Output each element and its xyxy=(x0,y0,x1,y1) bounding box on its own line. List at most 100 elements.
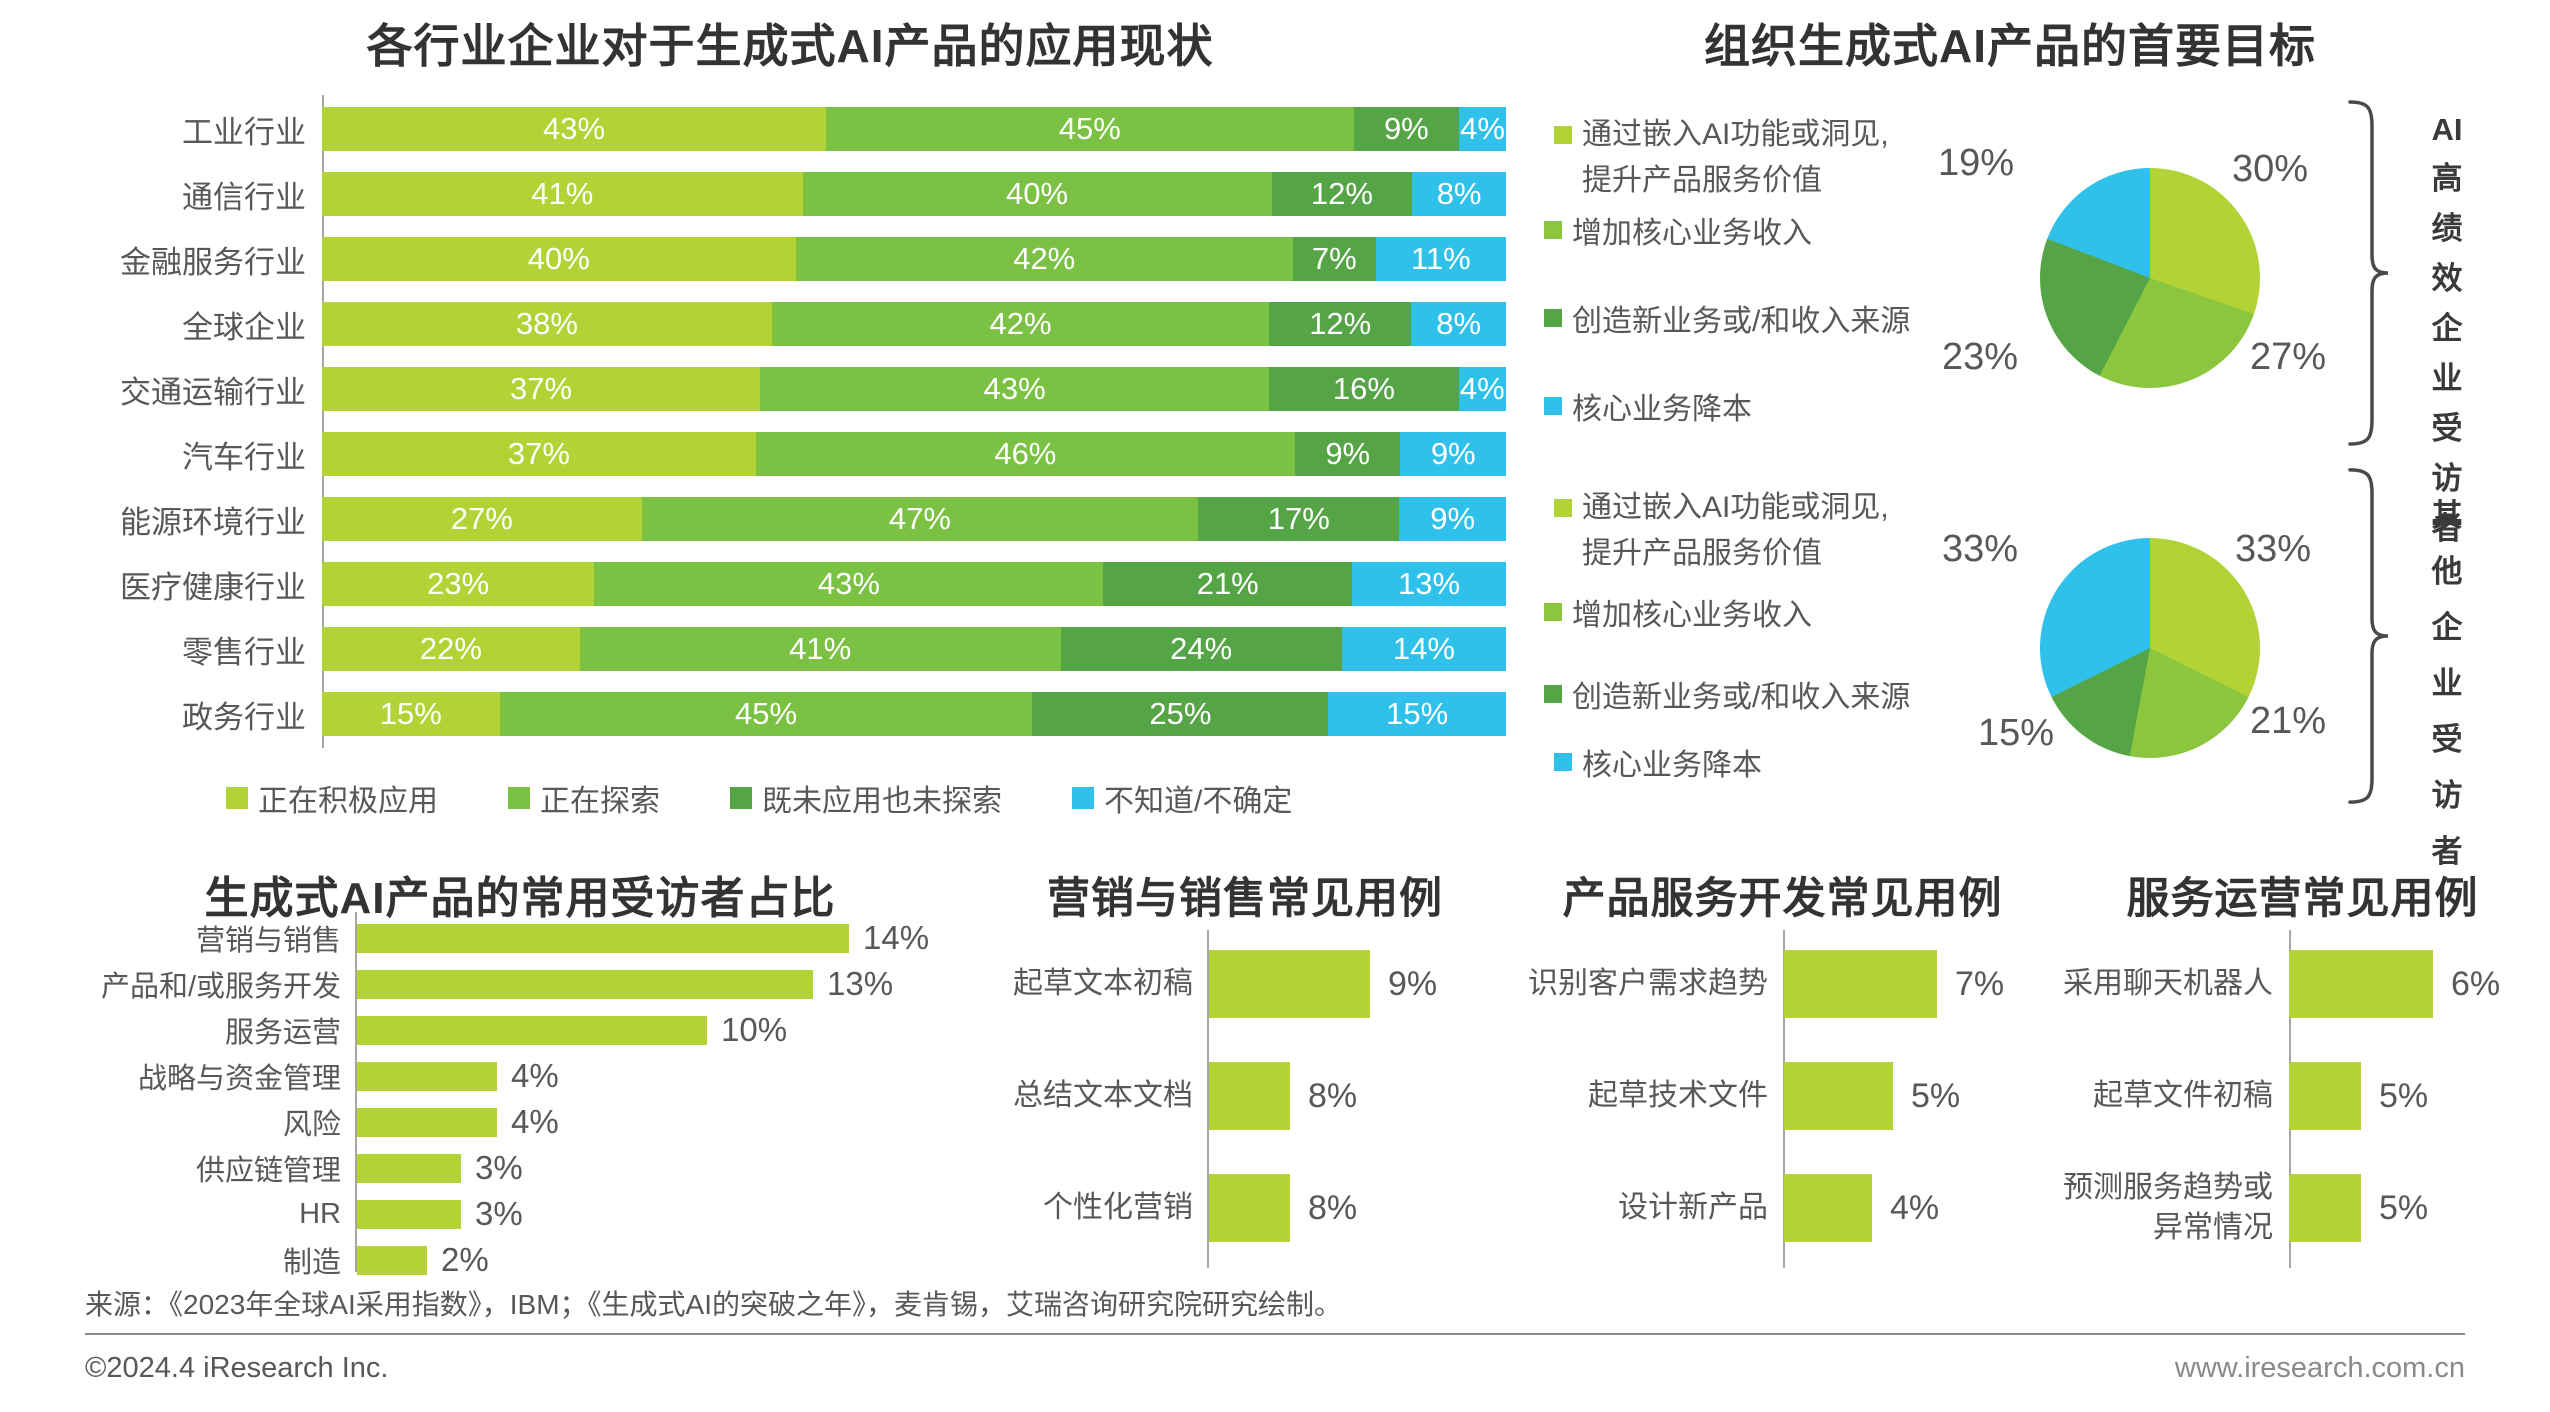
pie-legend2-item1-highlight: 通过嵌入AI功能或洞见, 提升产品服务价值 xyxy=(1540,473,1964,589)
pie-legend-item: 核心业务降本 xyxy=(1544,384,1752,428)
pie-slice-label: 15% xyxy=(1978,712,2055,754)
industry-label: 政务行业 xyxy=(182,699,306,735)
website-url: www.iresearch.com.cn xyxy=(2174,1352,2465,1384)
bar xyxy=(357,969,813,999)
vertical-label-char: 企 xyxy=(2431,311,2463,346)
stacked-bar: 38% 42% 12% 8% xyxy=(322,302,1506,346)
bar-row: 识别客户需求趋势 7% xyxy=(1500,928,2004,1040)
legend-item: 正在探索 xyxy=(508,776,660,820)
pie-high-performers xyxy=(2040,168,2260,388)
pie-legend-item: 增加核心业务收入 xyxy=(1544,590,1812,634)
bar-segment: 9% xyxy=(1399,497,1506,541)
bar-segment: 43% xyxy=(760,367,1270,411)
bar-segment: 9% xyxy=(1294,432,1401,476)
vertical-label-char: 受 xyxy=(2431,722,2463,757)
bar-value-label: 14% xyxy=(863,919,930,956)
bar-category-label: HR xyxy=(299,1197,341,1230)
legend-swatch-lightgreen xyxy=(1554,126,1572,144)
pie-legend-item: 增加核心业务收入 xyxy=(1544,208,1812,252)
bar-segment: 4% xyxy=(1459,107,1506,151)
vertical-label-char: 高 xyxy=(2431,161,2463,196)
pie-legend-item4-label: 核心业务降本 xyxy=(1582,749,1762,782)
bar-row: 总结文本文档 8% xyxy=(995,1040,1437,1152)
vertical-label-char: 其 xyxy=(2431,498,2463,533)
bar-category-label: 战略与资金管理 xyxy=(137,1063,341,1095)
bar-row: 产品和/或服务开发 13% xyxy=(70,961,929,1007)
bar-segment: 25% xyxy=(1032,692,1329,736)
vertical-label-char: AI xyxy=(2431,112,2463,147)
group-label-other-enterprises: 其他企业受访者 xyxy=(2424,490,2470,871)
legend-swatch-cyan xyxy=(1554,753,1572,771)
product-usecases-chart: 识别客户需求趋势 7% 起草技术文件 5% 设计新产品 4% xyxy=(1500,928,2004,1264)
vertical-label-char: 业 xyxy=(2431,361,2463,396)
pie-slice-label: 33% xyxy=(1942,528,2019,570)
copyright: ©2024.4 iResearch Inc. xyxy=(85,1352,389,1384)
industry-label: 零售行业 xyxy=(182,634,306,670)
industry-label: 通信行业 xyxy=(182,179,306,215)
stacked-bar-row: 能源环境行业 27% 47% 17% 9% xyxy=(60,497,1506,541)
bar xyxy=(357,1107,497,1137)
pie-legend-item2-label: 增加核心业务收入 xyxy=(1572,599,1812,632)
legend-label: 正在积极应用 xyxy=(258,785,438,818)
bar-value-label: 3% xyxy=(475,1149,523,1186)
bar-category-label: 起草文本初稿 xyxy=(1013,967,1193,1000)
stacked-bar-row: 汽车行业 37% 46% 9% 9% xyxy=(60,432,1506,476)
legend-swatch-green xyxy=(1544,603,1562,621)
vertical-label-char: 受 xyxy=(2431,411,2463,446)
bar-value-label: 4% xyxy=(511,1057,559,1094)
pie-legend-item4-highlight: 核心业务降本 xyxy=(1540,714,1964,810)
bar-value-label: 8% xyxy=(1308,1188,1358,1227)
stacked-bar: 37% 43% 16% 4% xyxy=(322,367,1506,411)
stacked-bar-row: 通信行业 41% 40% 12% 8% xyxy=(60,172,1506,216)
bar-segment: 27% xyxy=(322,497,642,541)
pie-other-enterprises xyxy=(2040,538,2260,758)
bar-segment: 13% xyxy=(1352,562,1506,606)
vertical-label-char: 效 xyxy=(2431,261,2463,296)
bar-category-label: 服务运营 xyxy=(224,1017,341,1049)
pie-legend-item1-line2: 提升产品服务价值 xyxy=(1582,537,1822,570)
stacked-bar: 43% 45% 9% 4% xyxy=(322,107,1506,151)
pie-legend-item2-label: 增加核心业务收入 xyxy=(1572,217,1812,250)
bar xyxy=(357,1061,497,1091)
vertical-label-char: 访 xyxy=(2431,461,2463,496)
bar-value-label: 4% xyxy=(1890,1188,1940,1227)
bar-segment: 4% xyxy=(1458,367,1506,411)
stacked-bar: 40% 42% 7% 11% xyxy=(322,237,1506,281)
pie-legend-item1-line1: 通过嵌入AI功能或洞见, xyxy=(1582,118,1889,151)
vertical-label-char: 者 xyxy=(2431,511,2463,546)
bar xyxy=(2289,1062,2361,1130)
bar-category-label: 风险 xyxy=(282,1109,341,1141)
stacked-bar-row: 工业行业 43% 45% 9% 4% xyxy=(60,107,1506,151)
stacked-bar-row: 交通运输行业 37% 43% 16% 4% xyxy=(60,367,1506,411)
bar xyxy=(1209,950,1370,1018)
vertical-label-char: 绩 xyxy=(2431,211,2463,246)
bar-value-label: 4% xyxy=(511,1103,559,1140)
bar-segment: 45% xyxy=(499,692,1033,736)
bracket-high-performers xyxy=(2348,100,2389,446)
bar-category-label: 营销与销售 xyxy=(195,925,341,957)
stacked-bar-row: 政务行业 15% 45% 25% 15% xyxy=(60,692,1506,736)
bar-row: 供应链管理 3% xyxy=(70,1145,929,1191)
bar-category-label: 产品和/或服务开发 xyxy=(100,971,341,1003)
bar-segment: 14% xyxy=(1341,627,1506,671)
bar-row: 制造 2% xyxy=(70,1237,929,1283)
bar-segment: 41% xyxy=(322,172,803,216)
stacked-bar: 23% 43% 21% 13% xyxy=(322,562,1506,606)
pie-legend-item3-label: 创造新业务或/和收入来源 xyxy=(1572,305,1911,338)
legend-label: 不知道/不确定 xyxy=(1104,785,1293,818)
bar-segment: 9% xyxy=(1400,432,1506,476)
pie-slice-label: 21% xyxy=(2250,700,2327,742)
legend-label: 既未应用也未探索 xyxy=(762,785,1002,818)
stacked-bar-row: 零售行业 22% 41% 24% 14% xyxy=(60,627,1506,671)
bar-segment: 47% xyxy=(641,497,1199,541)
bar-segment: 46% xyxy=(755,432,1295,476)
pie-legend-item: 通过嵌入AI功能或洞见, xyxy=(1554,112,1964,158)
industry-chart-rows: 工业行业 43% 45% 9% 4% 通信行业 41% 40% 12% 8% 金融服务行业 40% 42… xyxy=(60,107,1506,757)
bar-segment: 37% xyxy=(322,432,756,476)
service-usecases-chart: 采用聊天机器人 6% 起草文件初稿 5% 预测服务趋势或 异常情况 5% xyxy=(2010,928,2500,1264)
bar xyxy=(2289,950,2433,1018)
bar-value-label: 5% xyxy=(2379,1188,2429,1227)
stacked-bar: 41% 40% 12% 8% xyxy=(322,172,1506,216)
footer-divider xyxy=(85,1333,2465,1335)
bar-category-label: 个性化营销 xyxy=(1043,1191,1193,1224)
